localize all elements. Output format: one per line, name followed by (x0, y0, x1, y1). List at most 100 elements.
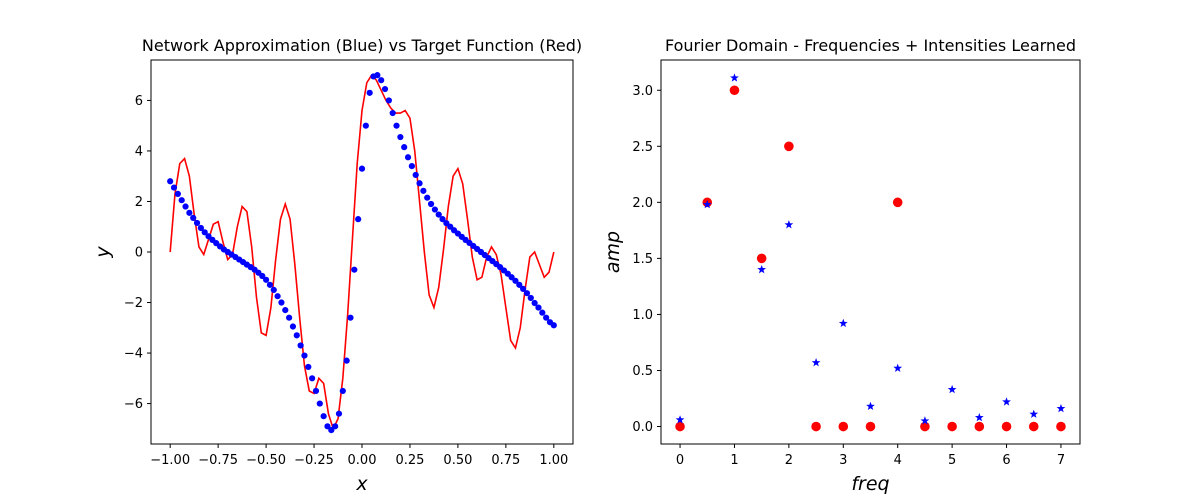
right-chart-x-tick-label: 7 (1057, 453, 1065, 468)
target-frequency-point (811, 421, 821, 432)
network-point (550, 322, 557, 329)
network-point (512, 277, 519, 284)
learned-frequency-point (838, 318, 848, 328)
learned-frequency-point (866, 401, 875, 411)
left-chart-title: Network Approximation (Blue) vs Target F… (142, 36, 582, 55)
network-point (424, 194, 431, 201)
network-point (431, 206, 438, 213)
learned-frequency-point (1056, 403, 1066, 413)
target-frequency-point (1056, 421, 1066, 432)
network-point (393, 122, 400, 129)
right-chart-y-tick-label: 1.0 (632, 308, 653, 323)
network-point (316, 400, 323, 407)
left-chart-x-tick-label: 0.25 (395, 453, 424, 468)
target-frequency-point (947, 421, 957, 432)
network-point (374, 72, 381, 79)
network-point (378, 77, 385, 84)
network-point (516, 281, 523, 288)
network-point (543, 314, 550, 321)
target-frequency-point (974, 421, 985, 432)
network-point (178, 197, 185, 204)
network-point (324, 423, 331, 430)
network-point (270, 286, 277, 293)
left-chart-x-tick-label: −1.00 (150, 453, 190, 468)
right-chart-x-tick-label: 0 (676, 453, 684, 468)
right-chart-x-axis-label: freq (851, 473, 889, 495)
network-point (201, 229, 208, 236)
right-chart-y-tick-label: 2.0 (632, 196, 653, 211)
network-point (170, 184, 178, 191)
network-point (358, 165, 366, 172)
network-point (278, 299, 285, 306)
network-point (347, 314, 354, 321)
right-chart-y-axis-label: amp (602, 231, 624, 273)
left-chart-y-axis-label: y (92, 246, 114, 259)
network-point (427, 200, 435, 208)
learned-frequency-point (1002, 397, 1011, 406)
right-chart-x-tick-label: 2 (785, 453, 793, 468)
network-point (351, 266, 358, 273)
network-point (401, 144, 408, 151)
target-function-line (169, 73, 555, 432)
target-frequency-point (784, 141, 794, 152)
right-chart-axes-frame (660, 59, 1081, 445)
network-point (366, 89, 373, 96)
left-chart-y-tick-label: 0 (135, 246, 143, 261)
learned-frequency-point (947, 384, 957, 394)
left-chart-y-tick-label: 2 (135, 195, 143, 210)
left-chart-y-tick-label: −4 (124, 347, 143, 362)
right-chart: Fourier Domain - Frequencies + Intensiti… (602, 36, 1081, 495)
right-chart-title: Fourier Domain - Frequencies + Intensiti… (665, 36, 1076, 55)
network-point (412, 171, 419, 179)
network-point (309, 375, 316, 382)
target-frequency-point (756, 253, 767, 264)
right-chart-x-tick-label: 6 (1002, 453, 1010, 468)
network-point (186, 209, 193, 216)
learned-frequency-point (974, 412, 984, 422)
network-point (167, 178, 174, 185)
network-point (190, 214, 197, 221)
target-frequency-point (920, 421, 930, 432)
network-point (343, 357, 350, 364)
learned-frequency-point (893, 363, 903, 372)
network-point (520, 285, 527, 292)
network-point (289, 323, 297, 330)
target-frequency-point (865, 421, 876, 432)
network-point (404, 154, 412, 161)
right-chart-plot-area: 0 1 2 3 4 5 6 7 0.0 0.5 1.0 1.5 2.0 2.5 3.0 (632, 59, 1081, 468)
target-frequency-point (675, 421, 685, 432)
right-chart-x-tick-label: 4 (894, 453, 902, 468)
network-point (408, 163, 415, 170)
learned-frequency-point (702, 199, 712, 209)
left-chart-y-tick-label: −2 (124, 296, 143, 311)
learned-frequency-point (784, 220, 794, 229)
left-chart-x-axis-label: x (355, 473, 368, 495)
left-chart-plot-area: −1.00 −0.75 −0.50 −0.25 0.00 0.25 0.50 0.75 1.00… (124, 59, 574, 468)
network-point (259, 272, 266, 280)
network-point (385, 97, 392, 104)
network-point (320, 413, 327, 420)
network-point (286, 314, 293, 321)
target-frequency-point (892, 197, 903, 208)
network-point (193, 219, 201, 227)
learned-frequency-point (757, 265, 767, 274)
network-point (527, 294, 534, 302)
network-point (420, 187, 427, 194)
network-point (274, 293, 281, 300)
left-chart-x-tick-label: −0.50 (246, 453, 286, 468)
network-point (197, 224, 204, 232)
left-chart-x-tick-label: 0.00 (348, 453, 377, 468)
network-point (262, 276, 270, 283)
network-point (182, 203, 189, 210)
left-chart-x-tick-label: 0.75 (491, 453, 520, 468)
right-chart-y-tick-label: 3.0 (632, 84, 653, 99)
network-point (539, 309, 546, 316)
left-chart-x-tick-label: −0.25 (294, 453, 334, 468)
network-point (332, 423, 339, 430)
learned-frequency-point (675, 415, 685, 424)
network-point (297, 342, 304, 349)
network-point (335, 410, 343, 417)
left-chart-x-tick-label: 1.00 (539, 453, 568, 468)
right-chart-x-tick-label: 1 (730, 453, 738, 468)
